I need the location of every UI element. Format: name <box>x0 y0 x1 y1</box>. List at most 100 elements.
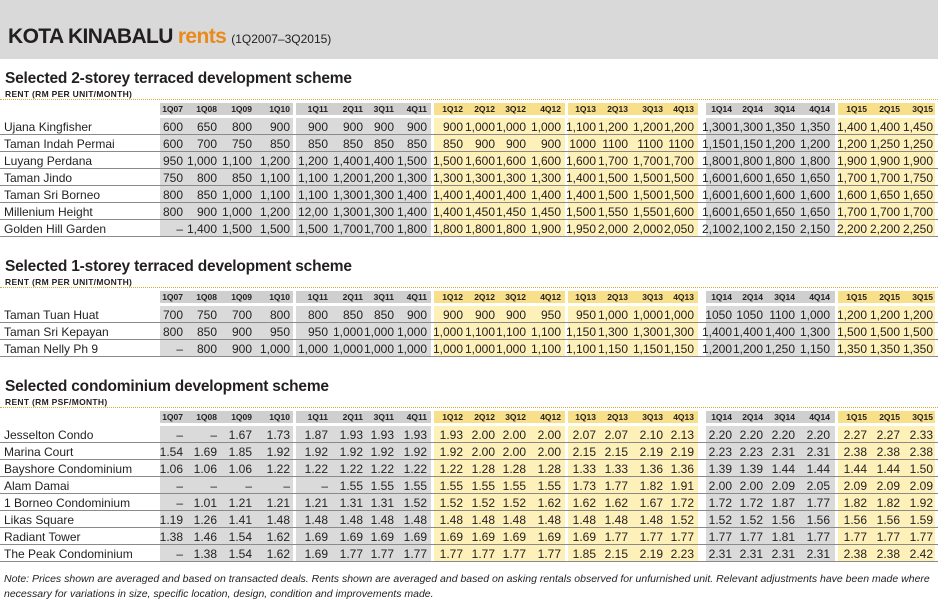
row-divider <box>0 442 938 443</box>
rent-value: 1.54 <box>228 547 252 561</box>
column-band <box>838 306 935 323</box>
rent-value: 800 <box>307 308 328 322</box>
rent-value: 1,700 <box>869 205 900 219</box>
rent-value: – <box>245 479 252 493</box>
rent-value: 2,000 <box>632 222 663 236</box>
rent-value: 1.55 <box>471 479 495 493</box>
column-band <box>434 306 565 323</box>
column-band <box>706 528 835 545</box>
quarter-header: 1Q14 <box>711 104 732 114</box>
rent-value: 1,150 <box>732 137 763 151</box>
section-3: Selected condominium development scheme R… <box>0 378 938 562</box>
rent-value: 1,450 <box>530 205 561 219</box>
column-band <box>160 306 293 323</box>
quarter-header: 2Q14 <box>742 104 763 114</box>
rent-value: 1.85 <box>228 445 252 459</box>
rent-value: 900 <box>231 325 252 339</box>
rent-value: 1,500 <box>902 325 933 339</box>
rent-value: 1,700 <box>663 154 694 168</box>
rent-value: 1.19 <box>159 513 183 527</box>
rent-value: 1.72 <box>708 496 732 510</box>
table-row: Taman Nelly Ph 9–800 900 1,000 1,000 1,000 1,… <box>0 340 938 357</box>
rent-value: 1.54 <box>159 445 183 459</box>
rent-value: 1.92 <box>304 445 328 459</box>
quarter-header: 2Q15 <box>879 104 900 114</box>
title-city: KOTA KINABALU <box>8 25 173 48</box>
quarter-header: 2Q14 <box>742 292 763 302</box>
column-band <box>568 323 698 340</box>
rent-value: 1,100 <box>221 154 252 168</box>
column-band <box>160 477 293 494</box>
rent-value: 900 <box>307 120 328 134</box>
development-name: Radiant Tower <box>4 530 81 544</box>
column-band <box>160 494 293 511</box>
rent-value: 1.93 <box>403 428 427 442</box>
rent-value: 750 <box>231 137 252 151</box>
rent-value: 1,500 <box>869 325 900 339</box>
rent-value: 1,600 <box>799 188 830 202</box>
rent-value: 1,650 <box>732 205 763 219</box>
rent-value: 1,200 <box>259 154 290 168</box>
rent-value: 1.55 <box>403 479 427 493</box>
column-band <box>706 545 835 562</box>
rent-value: 1,800 <box>464 222 495 236</box>
rent-value: 900 <box>540 137 561 151</box>
rent-value: 1,000 <box>495 342 526 356</box>
rent-value: 800 <box>231 120 252 134</box>
rent-value: 1.56 <box>806 513 830 527</box>
header-band <box>706 103 835 115</box>
rent-value: 1.73 <box>266 428 290 442</box>
section-divider <box>0 99 938 100</box>
title-accent: rents <box>177 25 227 48</box>
table-row: Millenium Height 800 900 1,000 1,200 12,00 1,3… <box>0 203 938 220</box>
rent-value: 750 <box>196 308 217 322</box>
rent-value: 1,800 <box>701 154 732 168</box>
rent-value: 1,200 <box>764 137 795 151</box>
rent-value: 1,450 <box>464 205 495 219</box>
rent-value: 1.48 <box>370 513 394 527</box>
rent-value: 1.69 <box>572 530 596 544</box>
quarter-header: 1Q11 <box>307 104 328 114</box>
rent-value: 1000 <box>569 137 596 151</box>
rent-value: 900 <box>474 137 495 151</box>
rent-value: 2,100 <box>732 222 763 236</box>
rent-value: 1,000 <box>396 325 427 339</box>
column-band <box>706 460 835 477</box>
column-band <box>160 220 293 237</box>
rent-value: 1,000 <box>464 342 495 356</box>
rent-value: 1,000 <box>332 325 363 339</box>
rent-value: 1.56 <box>843 513 867 527</box>
rent-value: 2.13 <box>670 428 694 442</box>
rent-value: 700 <box>231 308 252 322</box>
rent-value: 1,500 <box>432 154 463 168</box>
rent-value: 1,700 <box>869 171 900 185</box>
rent-value: 1,650 <box>799 171 830 185</box>
rent-value: 1.69 <box>304 547 328 561</box>
row-divider <box>0 356 938 357</box>
rent-value: 1.81 <box>771 530 795 544</box>
column-band <box>706 511 835 528</box>
rent-value: 1.48 <box>266 513 290 527</box>
rent-value: 1,750 <box>902 171 933 185</box>
column-band <box>838 186 935 203</box>
rent-value: 2.31 <box>739 547 763 561</box>
rent-value: 1.48 <box>639 513 663 527</box>
column-band <box>296 545 431 562</box>
rent-value: 650 <box>196 120 217 134</box>
rent-value: 1.69 <box>193 445 217 459</box>
title-bar: KOTA KINABALU rents (1Q2007–3Q2015) <box>0 0 938 59</box>
rent-value: 950 <box>540 308 561 322</box>
column-band <box>568 545 698 562</box>
rent-value: 1.31 <box>339 496 363 510</box>
rent-value: 2.19 <box>639 547 663 561</box>
column-band <box>160 511 293 528</box>
rent-value: 1,000 <box>799 308 830 322</box>
rent-value: 1.62 <box>604 496 628 510</box>
rent-value: 1,900 <box>530 222 561 236</box>
quarter-header: 3Q14 <box>774 104 795 114</box>
rent-value: 1.77 <box>370 547 394 561</box>
rent-value: 1,650 <box>869 188 900 202</box>
rent-value: 1,400 <box>565 188 596 202</box>
rent-value: 1.82 <box>876 496 900 510</box>
column-band <box>706 494 835 511</box>
